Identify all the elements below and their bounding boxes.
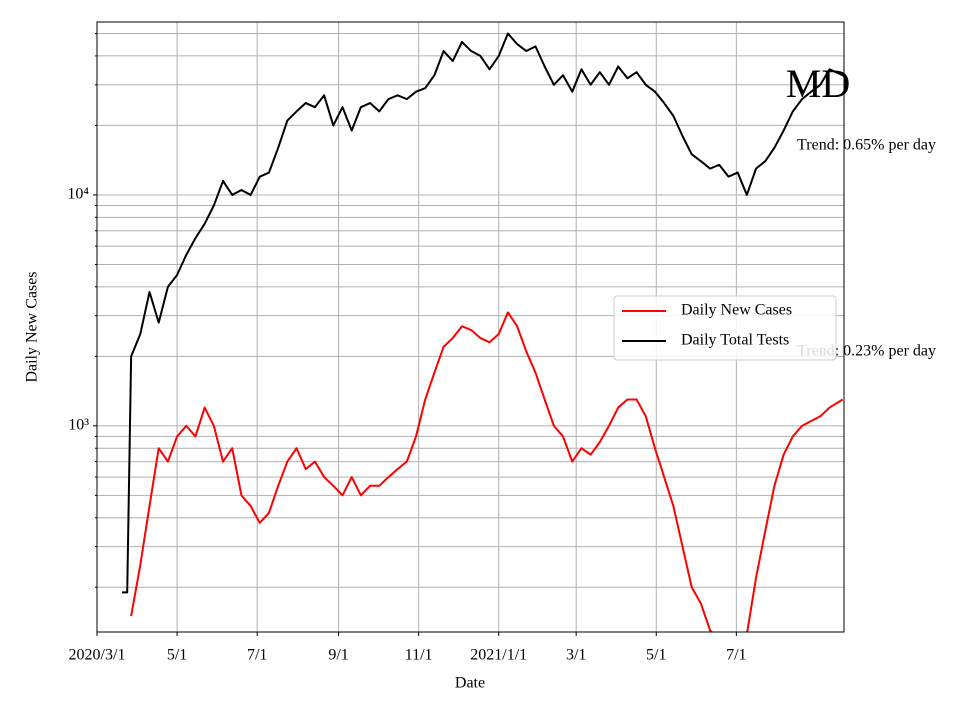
x-axis-label: Date xyxy=(455,675,485,692)
series-line xyxy=(121,32,844,594)
y-axis-label: Daily New Cases xyxy=(24,271,41,382)
x-tick-label: 7/1 xyxy=(726,647,746,664)
axes-frame xyxy=(96,21,845,633)
x-tick-label: 3/1 xyxy=(566,647,586,664)
legend-label: Daily New Cases xyxy=(681,302,792,319)
series-line xyxy=(130,311,844,632)
legend-box xyxy=(613,295,837,361)
x-tick-label: 5/1 xyxy=(167,647,187,664)
y-tick-label: 10³ xyxy=(68,417,89,434)
x-tick-label: 2021/1/1 xyxy=(470,647,527,664)
x-tick-label: 2020/3/1 xyxy=(69,647,126,664)
legend-label: Daily Total Tests xyxy=(681,332,789,349)
chart-title: MD xyxy=(786,61,850,106)
x-tick-label: 11/1 xyxy=(405,647,433,664)
x-tick-label: 7/1 xyxy=(247,647,267,664)
x-tick-label: 9/1 xyxy=(328,647,348,664)
annotation: Trend: 0.65% per day xyxy=(797,137,936,154)
x-tick-label: 5/1 xyxy=(646,647,666,664)
y-tick-label: 10⁴ xyxy=(67,186,89,203)
legend: Daily New Cases Daily Total Tests xyxy=(613,295,837,361)
plot-area xyxy=(121,32,844,632)
